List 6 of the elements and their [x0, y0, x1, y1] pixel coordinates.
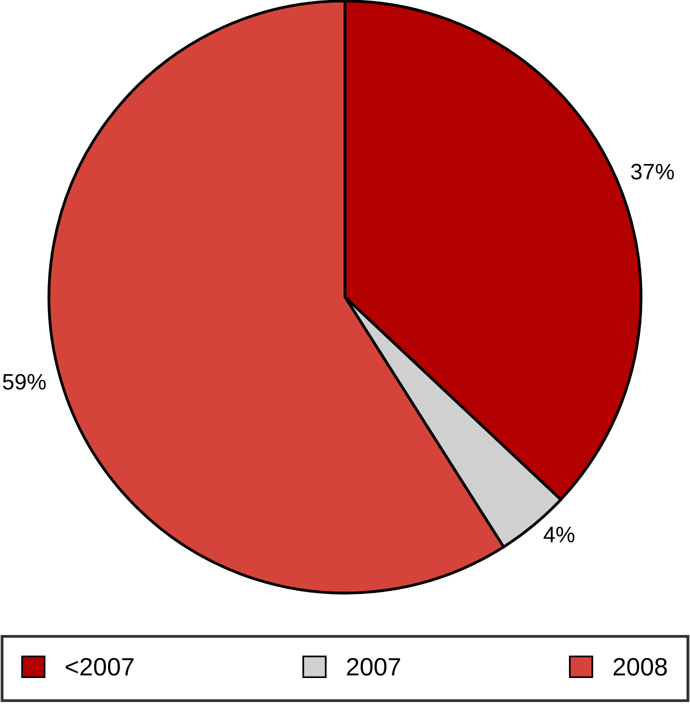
legend-label: 2007 — [347, 658, 400, 676]
legend-label: <2007 — [66, 658, 134, 676]
data-label: 4% — [544, 526, 574, 542]
data-label: 37% — [631, 164, 674, 180]
legend-label: 2008 — [614, 658, 667, 676]
data-label: 59% — [2, 374, 46, 390]
